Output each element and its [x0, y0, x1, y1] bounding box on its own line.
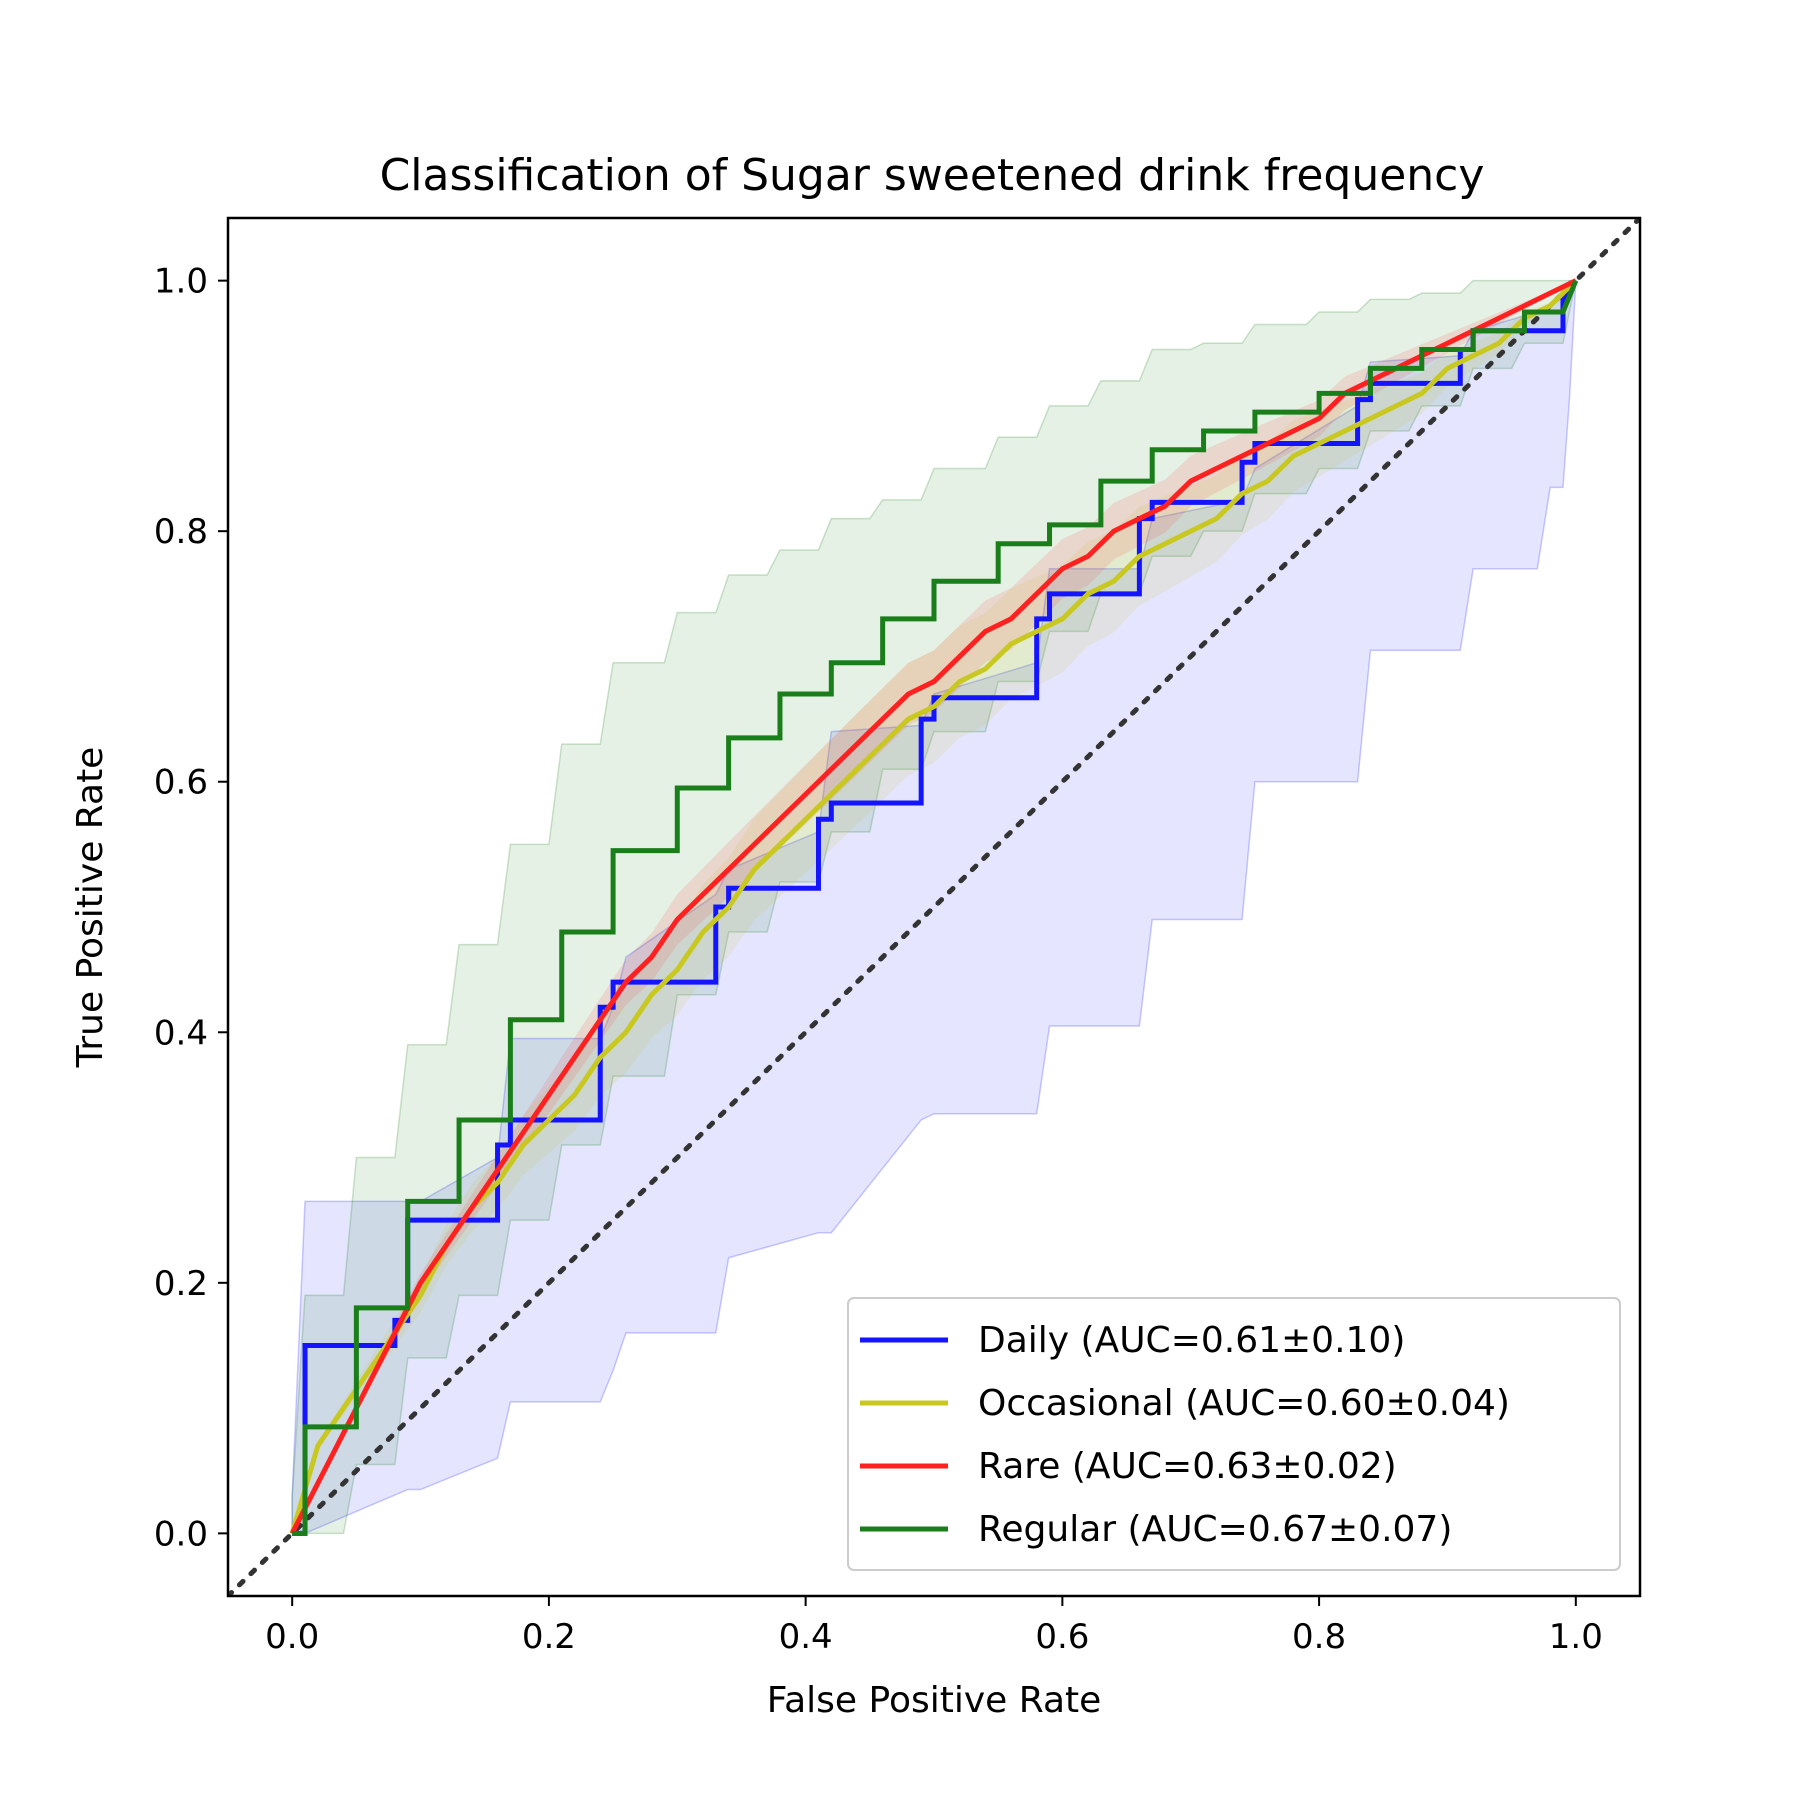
x-tick-label: 1.0	[1549, 1617, 1603, 1657]
y-tick-label: 0.6	[154, 763, 208, 803]
plot-area	[228, 218, 1640, 1596]
x-tick-label: 0.0	[265, 1617, 319, 1657]
series-line-3	[292, 279, 1579, 1536]
plot-frame	[226, 216, 1642, 1598]
legend-label-1: Occasional (AUC=0.60±0.04)	[978, 1383, 1510, 1424]
x-tick-label: 0.8	[1292, 1617, 1346, 1657]
y-tick-label: 0.4	[154, 1013, 208, 1053]
series-line-2	[289, 278, 1577, 1535]
x-tick-label: 0.6	[1035, 1617, 1089, 1657]
y-tick-label: 0.0	[154, 1514, 208, 1554]
y-tick-label: 0.8	[154, 512, 208, 552]
legend-label-0: Daily (AUC=0.61±0.10)	[978, 1320, 1405, 1361]
legend: Daily (AUC=0.61±0.10) Occasional (AUC=0.6…	[847, 1297, 1621, 1571]
axis-ticks: 0.0 0.2 0.4 0.6 0.8 1.0 0.0 0.2 0.4 0.6 0.8 1.0	[154, 262, 1603, 1657]
legend-label-3: Regular (AUC=0.67±0.07)	[978, 1509, 1452, 1550]
confidence-band-3	[291, 279, 1577, 1535]
x-tick-label: 0.4	[779, 1617, 833, 1657]
y-tick-label: 0.2	[154, 1264, 208, 1304]
legend-box	[847, 1297, 1621, 1571]
y-tick-label: 1.0	[154, 262, 208, 302]
x-axis-label: False Positive Rate	[767, 1680, 1102, 1721]
y-axis-label: True Positive Rate	[70, 747, 111, 1069]
legend-label-2: Rare (AUC=0.63±0.02)	[978, 1446, 1397, 1487]
x-tick-label: 0.2	[522, 1617, 576, 1657]
series-line-0	[292, 279, 1578, 1536]
chart-title: Classification of Sugar sweetened drink …	[380, 150, 1485, 201]
series-line-1	[289, 278, 1578, 1535]
